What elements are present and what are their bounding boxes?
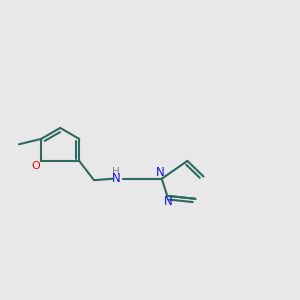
Text: H: H (112, 167, 120, 177)
Text: O: O (32, 161, 40, 171)
Text: N: N (112, 172, 121, 185)
Text: N: N (156, 166, 165, 179)
Text: N: N (164, 195, 172, 208)
